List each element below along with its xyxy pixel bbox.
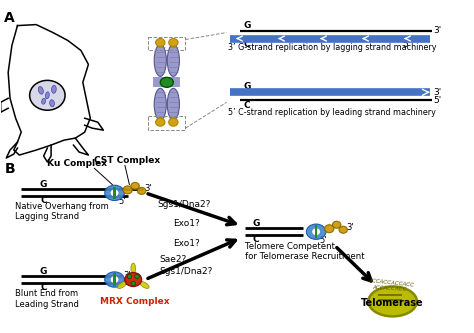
Ellipse shape — [339, 226, 347, 233]
Ellipse shape — [368, 286, 417, 316]
Text: Sgs1/Dna2?: Sgs1/Dna2? — [159, 267, 213, 276]
Text: Exo1?: Exo1? — [173, 239, 200, 248]
Text: Native Overhang from
Lagging Strand: Native Overhang from Lagging Strand — [15, 202, 109, 221]
Ellipse shape — [127, 274, 132, 278]
Ellipse shape — [155, 118, 165, 126]
FancyBboxPatch shape — [315, 225, 318, 238]
Text: MRX Complex: MRX Complex — [100, 297, 170, 306]
FancyBboxPatch shape — [113, 186, 116, 199]
Text: C: C — [40, 282, 47, 291]
Ellipse shape — [38, 87, 43, 94]
Text: 5': 5' — [402, 40, 410, 49]
Text: 3': 3' — [346, 223, 354, 232]
Ellipse shape — [131, 263, 136, 274]
Text: Ku Complex: Ku Complex — [47, 159, 107, 168]
Ellipse shape — [332, 221, 341, 228]
Ellipse shape — [30, 80, 65, 110]
Text: ACCACCACCACC: ACCACCACCACC — [368, 278, 415, 287]
Ellipse shape — [306, 224, 326, 239]
Text: G: G — [40, 266, 47, 275]
Ellipse shape — [167, 88, 180, 120]
Ellipse shape — [154, 88, 166, 120]
Text: Telomere Competent
for Telomerase Recruitment: Telomere Competent for Telomerase Recrui… — [245, 242, 365, 261]
Text: 3': 3' — [434, 26, 442, 35]
Ellipse shape — [110, 189, 118, 196]
Text: G: G — [253, 219, 260, 228]
Ellipse shape — [52, 85, 56, 93]
Text: A: A — [4, 11, 15, 25]
Ellipse shape — [167, 45, 180, 76]
Text: G: G — [243, 82, 251, 91]
Text: 3': 3' — [123, 271, 130, 280]
Ellipse shape — [50, 100, 55, 107]
Ellipse shape — [135, 274, 139, 278]
Text: Blunt End from
Leading Strand: Blunt End from Leading Strand — [15, 289, 79, 309]
Text: B: B — [4, 162, 15, 176]
Ellipse shape — [140, 281, 149, 288]
Ellipse shape — [131, 182, 139, 189]
Text: 5': 5' — [118, 197, 126, 206]
Ellipse shape — [154, 45, 166, 76]
Ellipse shape — [123, 186, 132, 194]
Text: 5': 5' — [434, 96, 442, 105]
Text: 3': 3' — [434, 88, 442, 97]
Ellipse shape — [125, 272, 142, 286]
Text: 5’ C-strand replication by leading strand machinery: 5’ C-strand replication by leading stran… — [228, 108, 436, 117]
Ellipse shape — [105, 272, 124, 287]
Ellipse shape — [137, 187, 146, 194]
Ellipse shape — [312, 228, 320, 235]
Text: 3’ G-strand replication by lagging strand machinery: 3’ G-strand replication by lagging stran… — [228, 43, 437, 52]
Text: G: G — [40, 180, 47, 189]
Text: 3': 3' — [145, 184, 152, 193]
Ellipse shape — [131, 281, 136, 285]
Text: Sae2?: Sae2? — [159, 255, 187, 264]
Text: 5': 5' — [320, 236, 328, 245]
Ellipse shape — [105, 185, 124, 200]
Ellipse shape — [169, 118, 178, 126]
Ellipse shape — [110, 276, 118, 283]
Text: Sgs1/Dna2?: Sgs1/Dna2? — [157, 200, 211, 209]
Ellipse shape — [42, 98, 46, 104]
Text: ACCACCACC: ACCACCACC — [372, 285, 407, 291]
Ellipse shape — [169, 39, 178, 47]
Text: C: C — [253, 235, 259, 244]
Text: C: C — [243, 40, 250, 49]
Text: 5': 5' — [123, 278, 130, 287]
Ellipse shape — [155, 39, 165, 47]
Ellipse shape — [325, 225, 334, 233]
FancyBboxPatch shape — [113, 273, 116, 286]
Text: C: C — [40, 196, 47, 205]
Ellipse shape — [46, 92, 49, 99]
Ellipse shape — [160, 77, 173, 87]
Text: CST Complex: CST Complex — [94, 156, 160, 165]
Text: Exo1?: Exo1? — [173, 219, 200, 228]
Ellipse shape — [117, 281, 127, 288]
Text: Telomerase: Telomerase — [361, 298, 424, 308]
Text: C: C — [243, 101, 250, 110]
Text: G: G — [243, 21, 251, 30]
